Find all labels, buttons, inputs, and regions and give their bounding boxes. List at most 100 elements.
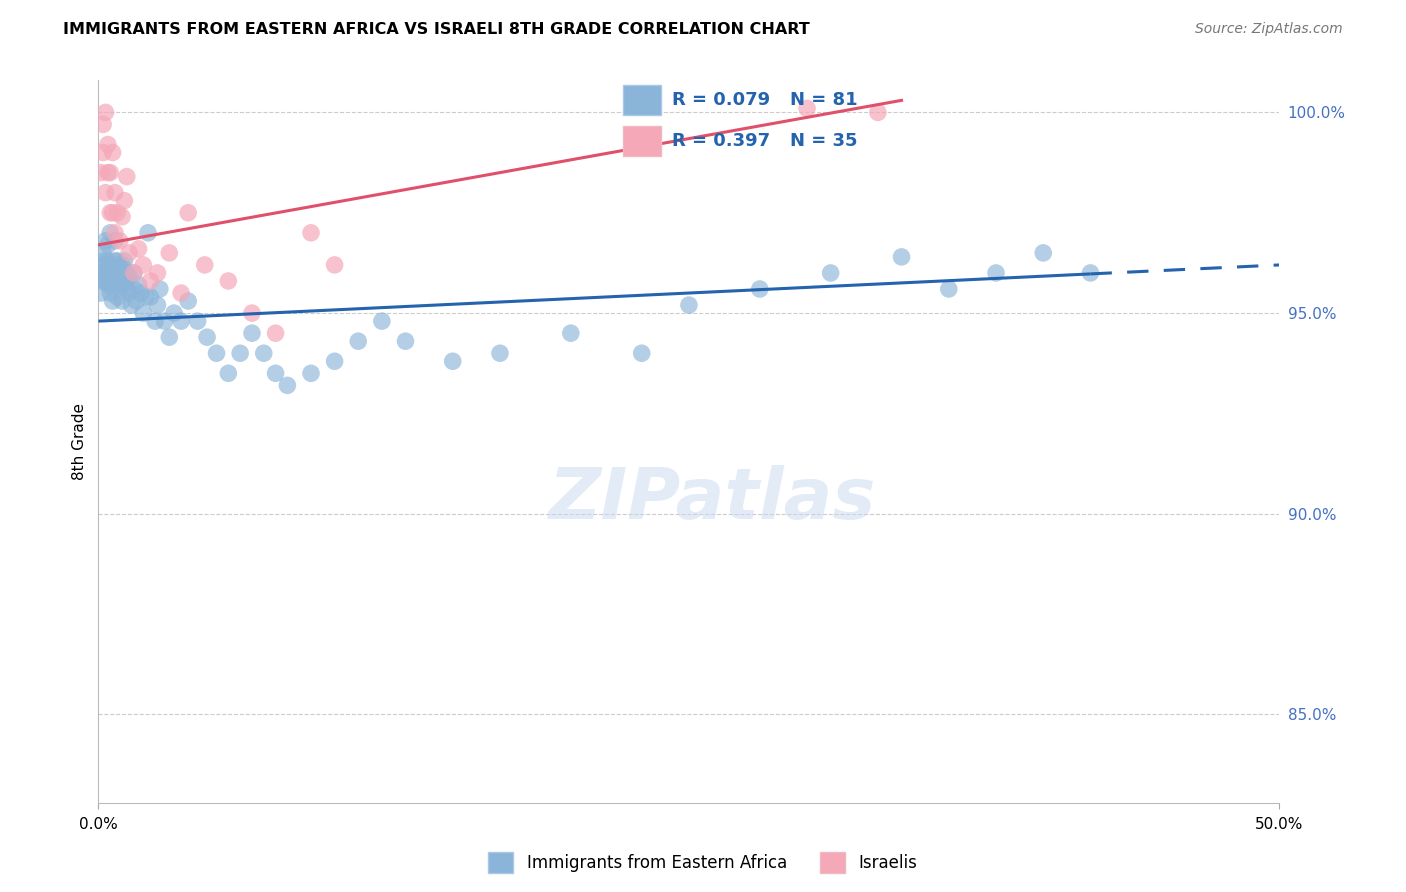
Point — [94, 186, 117, 200]
Point — [229, 346, 252, 360]
Point — [105, 254, 128, 268]
Point — [108, 258, 131, 272]
Text: Source: ZipAtlas.com: Source: ZipAtlas.com — [1195, 22, 1343, 37]
Point — [153, 314, 176, 328]
Point — [122, 282, 145, 296]
Point — [90, 166, 112, 180]
Legend: Immigrants from Eastern Africa, Israelis: Immigrants from Eastern Africa, Israelis — [482, 846, 924, 880]
Point — [111, 258, 134, 272]
Point — [94, 274, 117, 288]
Point — [820, 266, 842, 280]
Point — [264, 367, 287, 381]
Point — [217, 274, 239, 288]
Point — [630, 346, 652, 360]
Point — [108, 278, 131, 293]
Point — [97, 137, 120, 152]
Point — [98, 258, 121, 272]
Bar — [623, 85, 661, 115]
Point — [157, 330, 180, 344]
Point — [194, 258, 217, 272]
Point — [122, 266, 145, 280]
Point — [240, 306, 263, 320]
Point — [91, 274, 114, 288]
Point — [129, 286, 152, 301]
Point — [187, 314, 209, 328]
Point — [105, 206, 128, 220]
Point — [108, 234, 131, 248]
Point — [177, 206, 200, 220]
Point — [240, 326, 263, 341]
Point — [177, 294, 200, 309]
Text: N = 81: N = 81 — [790, 91, 858, 109]
Point — [112, 274, 135, 288]
Point — [105, 274, 128, 288]
Point — [90, 286, 112, 301]
Point — [111, 278, 134, 293]
Point — [104, 254, 127, 268]
Point — [97, 254, 120, 268]
Point — [299, 226, 322, 240]
Point — [139, 274, 162, 288]
Point — [101, 294, 124, 309]
Point — [170, 286, 193, 301]
Point — [90, 266, 112, 280]
Point — [98, 286, 121, 301]
Point — [132, 258, 155, 272]
Point — [97, 166, 120, 180]
Point — [217, 367, 239, 381]
Point — [97, 266, 120, 280]
Point — [112, 194, 135, 208]
Point — [748, 282, 770, 296]
Text: R = 0.397: R = 0.397 — [672, 132, 770, 150]
Point — [97, 238, 120, 252]
Point — [253, 346, 276, 360]
Point — [111, 294, 134, 309]
Y-axis label: 8th Grade: 8th Grade — [72, 403, 87, 480]
Point — [121, 298, 143, 312]
Point — [299, 367, 322, 381]
Point — [104, 234, 127, 248]
Point — [112, 254, 135, 268]
Point — [122, 266, 145, 280]
Point — [139, 290, 162, 304]
Point — [371, 314, 394, 328]
Point — [132, 306, 155, 320]
Point — [101, 262, 124, 277]
Point — [91, 254, 114, 268]
Point — [135, 290, 157, 304]
Bar — [623, 126, 661, 156]
Point — [264, 326, 287, 341]
Point — [276, 378, 298, 392]
Point — [146, 266, 169, 280]
Point — [136, 226, 159, 240]
Point — [890, 250, 912, 264]
Point — [104, 226, 127, 240]
Point — [94, 266, 117, 280]
Point — [560, 326, 582, 341]
Point — [1080, 266, 1102, 280]
Text: R = 0.079: R = 0.079 — [672, 91, 770, 109]
Point — [115, 266, 138, 280]
Point — [866, 105, 889, 120]
Point — [101, 206, 124, 220]
Point — [394, 334, 416, 349]
Text: ZIPatlas: ZIPatlas — [548, 465, 876, 533]
Point — [101, 145, 124, 160]
Point — [91, 145, 114, 160]
Point — [146, 298, 169, 312]
Point — [796, 102, 818, 116]
Point — [115, 282, 138, 296]
Point — [323, 354, 346, 368]
Point — [678, 298, 700, 312]
Point — [128, 242, 150, 256]
Point — [98, 166, 121, 180]
Point — [98, 274, 121, 288]
Point — [323, 258, 346, 272]
Point — [101, 278, 124, 293]
Point — [149, 282, 172, 296]
Point — [91, 246, 114, 260]
Point — [347, 334, 370, 349]
Point — [94, 105, 117, 120]
Point — [441, 354, 464, 368]
Point — [98, 226, 121, 240]
